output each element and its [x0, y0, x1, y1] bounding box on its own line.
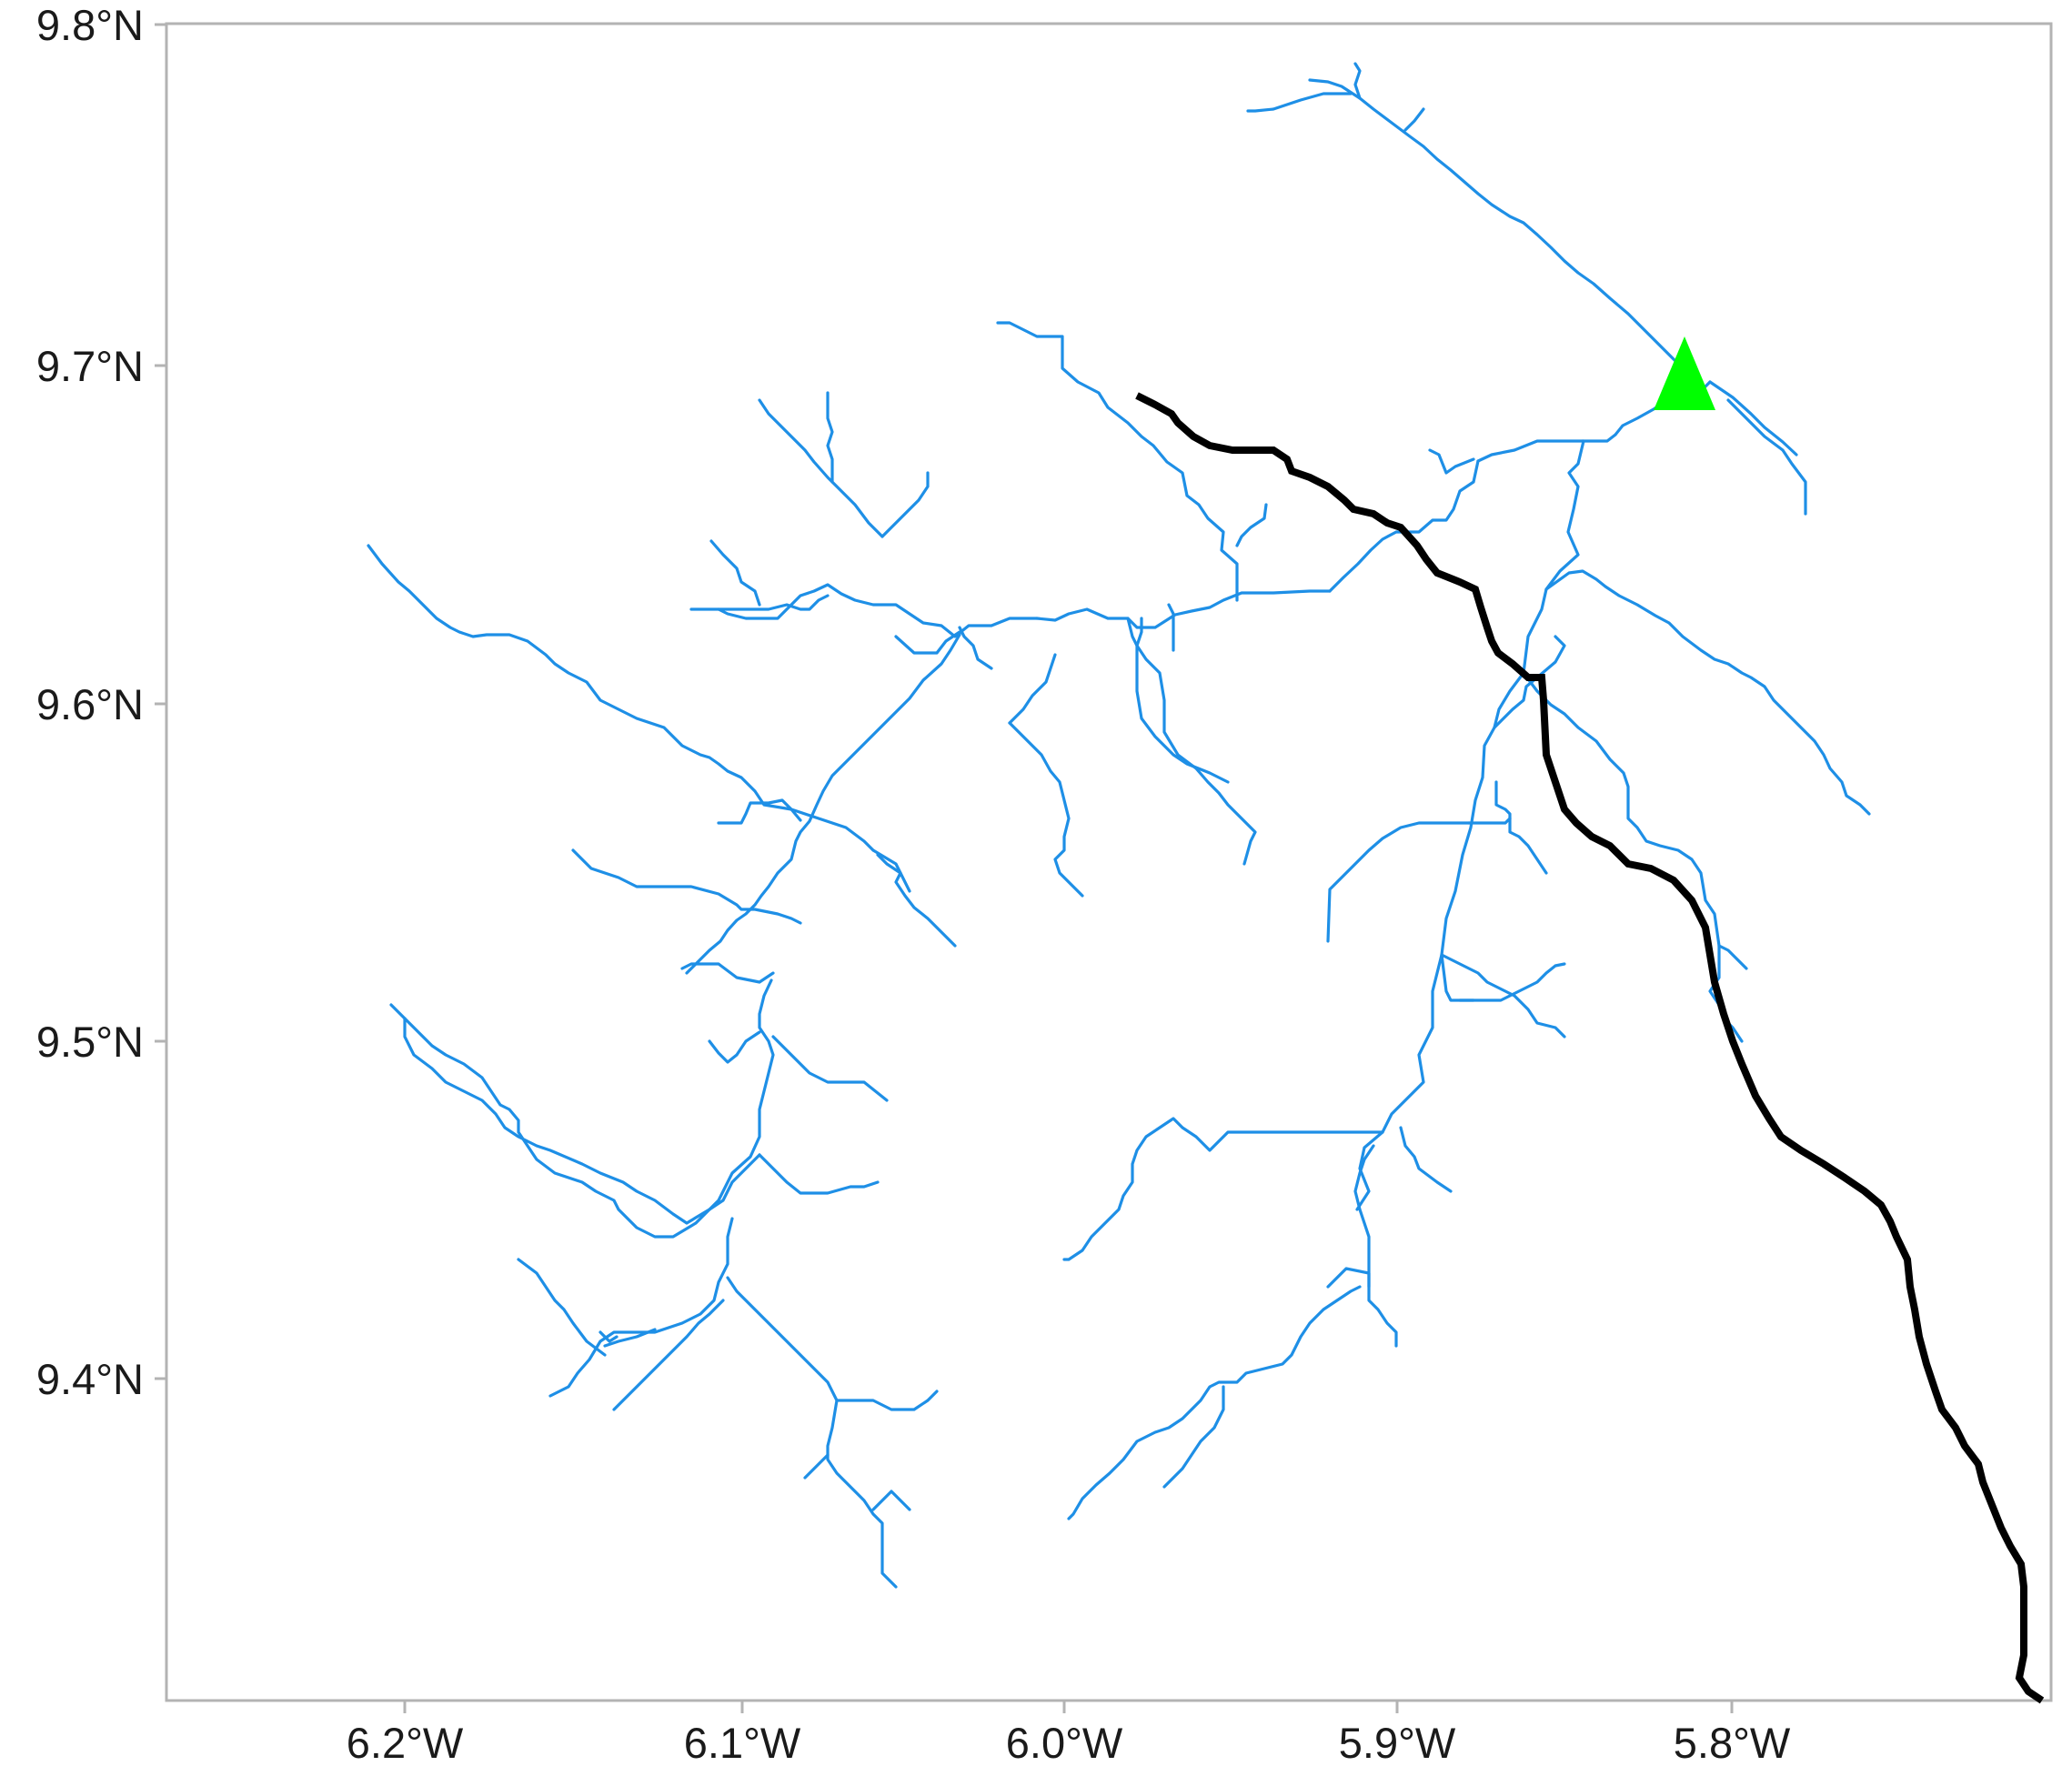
x-tick-label: 5.8°W	[1674, 1719, 1791, 1767]
river-segment	[717, 583, 1039, 638]
river-segment	[612, 1299, 725, 1411]
river-segment	[876, 853, 911, 893]
river-segment	[517, 1258, 607, 1357]
river-segment	[1328, 459, 1480, 593]
river-segment	[758, 398, 884, 538]
river-segment	[1522, 671, 1744, 1043]
x-tick-label: 6.2°W	[347, 1719, 464, 1767]
y-tick-label: 9.6°N	[36, 680, 144, 728]
panel-border	[165, 22, 2053, 1702]
river-segment	[1717, 944, 1748, 970]
river-segment	[709, 539, 761, 607]
river-segment	[1035, 589, 1332, 629]
river-segment	[1308, 78, 1703, 393]
river-segment	[826, 1399, 898, 1589]
river-segment	[826, 391, 834, 484]
river-segment	[1126, 617, 1257, 866]
river-segment	[389, 978, 775, 1239]
river-segment	[758, 1153, 880, 1195]
river-segment	[1162, 1385, 1225, 1489]
x-tick-label: 5.9°W	[1339, 1719, 1456, 1767]
river-segment	[1353, 1144, 1398, 1348]
river-segment	[1440, 953, 1566, 1039]
river-segment	[871, 848, 957, 948]
outlet-marker	[1654, 336, 1715, 410]
y-tick-label: 9.5°N	[36, 1018, 144, 1066]
river-segment	[1326, 821, 1471, 943]
river-segment	[871, 1490, 911, 1511]
river-segment	[894, 630, 961, 655]
river-segment	[1399, 1126, 1453, 1193]
river-segment	[603, 1328, 657, 1348]
river-segment	[1067, 1285, 1362, 1520]
river-segment	[1353, 62, 1362, 100]
river-segment	[1544, 569, 1871, 816]
river-segment	[1135, 617, 1230, 784]
river-segment	[958, 626, 993, 670]
x-tick-label: 6.1°W	[684, 1719, 801, 1767]
river-segment	[598, 1330, 619, 1343]
y-tick-label: 9.7°N	[36, 342, 144, 390]
river-segment	[548, 1217, 734, 1398]
river-segment	[367, 544, 875, 852]
river-segment	[1008, 721, 1084, 898]
y-axis: 9.8°N 9.7°N 9.6°N 9.5°N 9.4°N	[36, 1, 166, 1403]
river-segment	[689, 594, 830, 611]
river-segment	[803, 1453, 830, 1480]
river-segment	[1403, 107, 1425, 132]
river-segment	[1476, 439, 1584, 463]
river-segment	[1062, 1117, 1384, 1261]
x-axis: 6.2°W 6.1°W 6.0°W 5.9°W 5.8°W	[347, 1701, 1791, 1767]
river-segment	[1355, 439, 1585, 1211]
river-segment	[1008, 653, 1057, 725]
river-segment	[403, 1017, 761, 1225]
y-tick-label: 9.8°N	[36, 1, 144, 49]
river-segment	[1167, 603, 1175, 652]
river-segment	[726, 1276, 939, 1411]
y-tick-label: 9.4°N	[36, 1355, 144, 1403]
river-segment	[1326, 1267, 1371, 1289]
river-segment	[685, 633, 961, 975]
river-segment	[996, 321, 1239, 602]
river-segment	[1726, 398, 1807, 516]
river-segment	[771, 1035, 889, 1102]
river-segment	[717, 798, 802, 825]
river-segment	[1246, 92, 1353, 113]
river-segment	[1494, 780, 1548, 875]
river-segment	[1458, 962, 1566, 1002]
x-tick-label: 6.0°W	[1006, 1719, 1123, 1767]
river-segment	[1467, 817, 1512, 825]
river-segment	[708, 1030, 761, 1064]
river-segment	[1235, 503, 1268, 547]
river-segment	[880, 471, 930, 538]
river-segment	[680, 962, 775, 984]
river-segment	[1708, 380, 1798, 457]
river-network	[367, 62, 1871, 1589]
river-segment	[571, 848, 802, 925]
triangle-marker-icon	[1654, 336, 1715, 410]
watershed-boundary	[1135, 392, 2045, 1704]
river-segment	[1428, 448, 1475, 475]
